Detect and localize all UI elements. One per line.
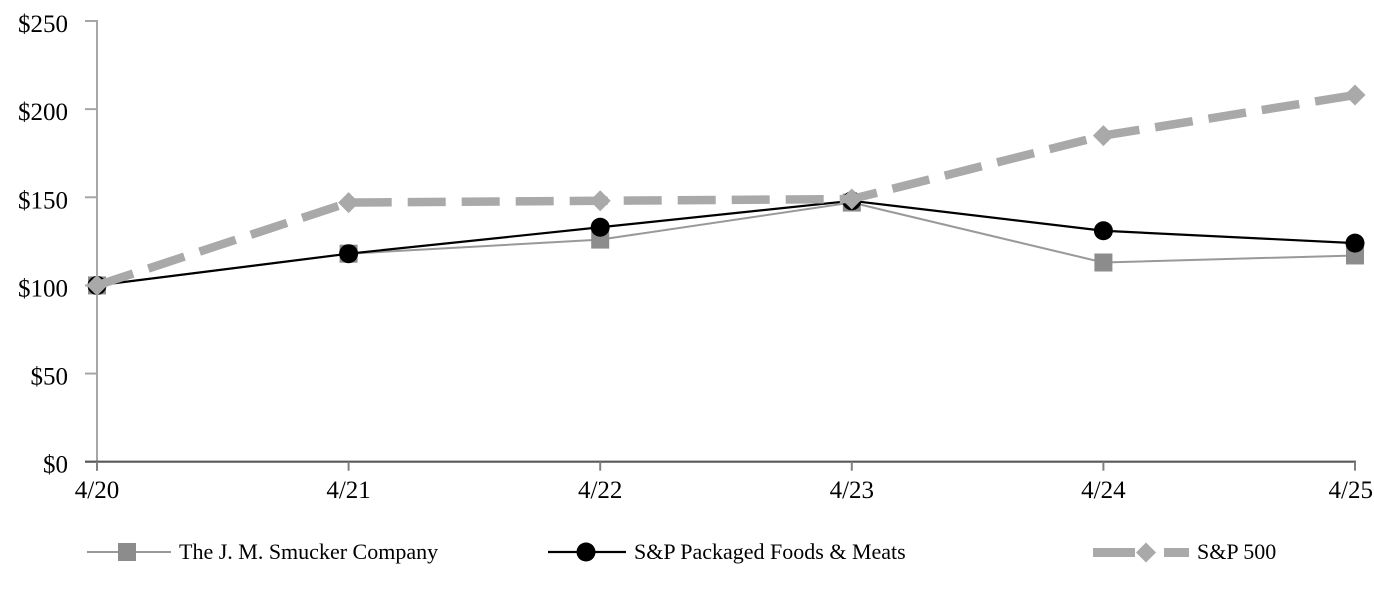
data-point-2-4-23	[841, 188, 863, 210]
y-axis-label: $100	[18, 275, 68, 302]
y-axis-label: $0	[43, 452, 68, 479]
series-line-2	[95, 90, 1356, 290]
data-point-2-4-25	[1344, 84, 1366, 106]
data-point-1-4-22	[590, 217, 610, 237]
data-point-2-4-20	[86, 274, 108, 296]
series-line-1	[96, 199, 1356, 287]
y-axis-label: $250	[18, 11, 68, 38]
x-axis-label: 4/25	[1329, 477, 1373, 504]
x-axis-label: 4/21	[326, 477, 370, 504]
data-point-1-4-25	[1345, 233, 1365, 253]
data-point-2-4-24	[1092, 125, 1114, 147]
x-axis-label: 4/22	[578, 477, 622, 504]
y-axis-label: $200	[18, 99, 68, 126]
data-point-2-4-21	[338, 192, 360, 214]
x-axis-label: 4/20	[75, 477, 119, 504]
data-point-0-4-24	[1094, 253, 1113, 272]
y-axis-label: $50	[31, 364, 69, 391]
data-point-1-4-24	[1093, 221, 1113, 241]
x-axis-label: 4/24	[1081, 477, 1126, 504]
data-point-2-4-22	[589, 190, 611, 212]
x-axis-label: 4/23	[830, 477, 874, 504]
y-axis-label: $150	[18, 187, 68, 214]
data-point-1-4-21	[339, 244, 359, 264]
